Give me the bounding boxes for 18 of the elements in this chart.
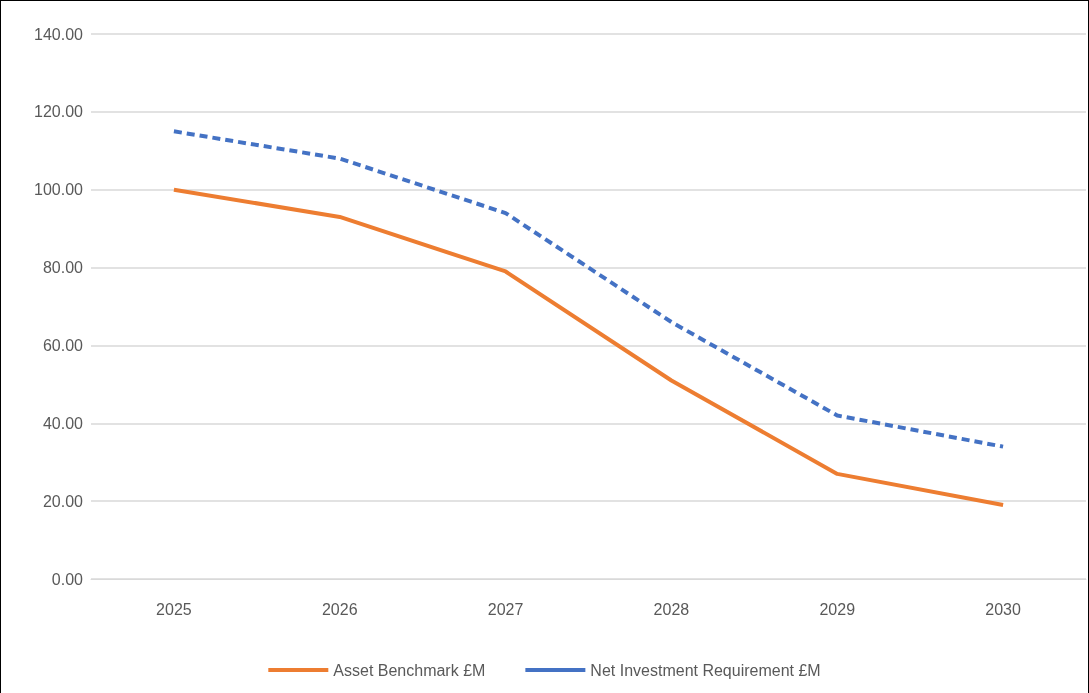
y-tick-label: 0.00	[51, 570, 84, 588]
y-tick-label: 60.00	[42, 336, 84, 354]
y-tick-label: 20.00	[42, 492, 84, 510]
line-series	[171, 129, 1006, 449]
legend-label: Asset Benchmark £M	[333, 661, 486, 679]
legend-label: Net Investment Requirement £M	[590, 661, 821, 679]
x-tick-label: 2029	[819, 600, 856, 618]
y-tick-label: 100.00	[34, 181, 84, 199]
x-tick-label: 2025	[156, 600, 192, 618]
x-tick-label: 2028	[653, 600, 690, 618]
x-tick-label: 2026	[321, 600, 358, 618]
y-tick-label: 140.00	[34, 25, 84, 43]
line-series	[171, 187, 1006, 508]
y-tick-label: 80.00	[42, 259, 84, 277]
y-tick-label: 40.00	[42, 414, 84, 432]
x-tick-label: 2030	[985, 600, 1021, 618]
x-tick-label: 2027	[487, 600, 524, 618]
y-tick-label: 120.00	[34, 103, 84, 121]
